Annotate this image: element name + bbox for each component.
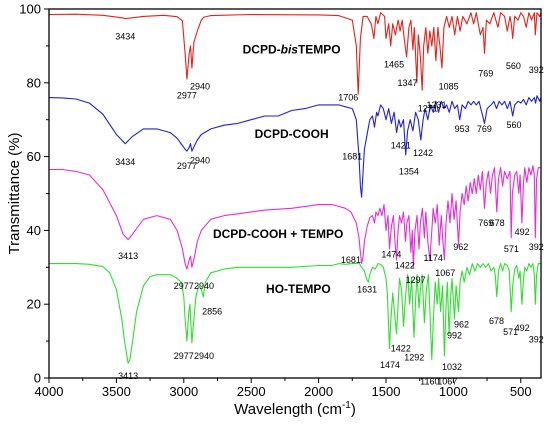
x-tick-label: 3000 (169, 384, 198, 399)
peak-label: 1292 (404, 353, 424, 363)
x-tick-label: 2000 (304, 384, 333, 399)
peak-label: 2940 (194, 281, 214, 291)
peak-label: 1297 (406, 275, 426, 285)
x-tick-label: 2500 (237, 384, 266, 399)
x-axis-title: Wavelength (cm-1) (234, 400, 356, 418)
peak-label: 2977 (174, 281, 194, 291)
annotation-layer: 3434297729401706146513471271123110857695… (115, 32, 544, 387)
peak-label: 2977 (177, 91, 197, 101)
peak-label: 1347 (398, 78, 418, 88)
x-tick-label: 4000 (35, 384, 64, 399)
peak-label: 1631 (357, 284, 377, 294)
peak-label: 1474 (381, 249, 401, 259)
peak-label: 571 (503, 327, 518, 337)
peak-label: 1474 (380, 360, 400, 370)
x-tick-label: 3500 (102, 384, 131, 399)
peak-label: 3413 (118, 251, 138, 261)
y-axis: 0 20 40 60 80 100 (19, 2, 49, 386)
peak-label: 962 (453, 242, 468, 252)
peak-label: 392 (529, 334, 544, 344)
y-tick-label: 20 (27, 297, 41, 312)
peak-label: 1706 (338, 93, 358, 103)
series-label-part: TEMPO (298, 42, 341, 56)
peak-label: 3434 (115, 32, 135, 42)
y-tick-label: 0 (34, 371, 41, 386)
peak-label: 769 (477, 124, 492, 134)
series-line-0 (48, 12, 542, 95)
peak-label: 678 (489, 316, 504, 326)
peak-label: 2940 (190, 81, 210, 91)
peak-label: 1681 (342, 152, 362, 162)
peak-label: 953 (455, 124, 470, 134)
peak-label: 560 (507, 120, 522, 130)
series-label-layer: DCPD-bisTEMPO DCPD-COOH DCPD-COOH + TEMPO H… (213, 42, 343, 296)
plot-area: 3434297729401706146513471271123110857695… (48, 8, 544, 387)
peak-label: 1085 (439, 81, 459, 91)
series-layer (48, 12, 542, 364)
y-tick-label: 40 (27, 223, 41, 238)
peak-label: 992 (447, 331, 462, 341)
peak-label: 392 (529, 242, 544, 252)
y-tick-label: 80 (27, 75, 41, 90)
y-tick-label: 60 (27, 149, 41, 164)
peak-label: 1067 (435, 268, 455, 278)
peak-label: 2856 (202, 307, 222, 317)
series-line-2 (49, 165, 541, 270)
series-label-part: DCPD- (243, 42, 281, 56)
peak-label: 1242 (413, 148, 433, 158)
peak-label: 2940 (194, 351, 214, 361)
series-line-3 (49, 262, 541, 364)
peak-label: 571 (504, 244, 519, 254)
peak-label: 492 (515, 227, 530, 237)
peak-label: 678 (490, 218, 505, 228)
peak-label: 492 (515, 323, 530, 333)
series-label-part: bis (281, 42, 299, 56)
peak-label: 1032 (442, 362, 462, 372)
peak-label: 1422 (395, 260, 415, 270)
peak-label: 3413 (118, 371, 138, 381)
peak-label: 1421 (391, 141, 411, 151)
peak-label: 2977 (177, 161, 197, 171)
peak-label: 2977 (174, 351, 194, 361)
peak-label: 769 (478, 218, 493, 228)
x-axis: 4000 3500 3000 2500 2000 1500 1000 500 (35, 378, 532, 399)
x-tick-label: 1000 (439, 384, 468, 399)
series-label: DCPD-COOH (255, 127, 329, 141)
peak-label: 1160 (420, 377, 439, 387)
series-line-1 (48, 95, 542, 198)
series-label: HO-TEMPO (266, 282, 331, 296)
peak-label: 3434 (115, 157, 135, 167)
peak-label: 769 (478, 69, 493, 79)
x-tick-label: 1500 (372, 384, 401, 399)
peak-label: 392 (529, 65, 544, 75)
peak-label: 1271 (418, 104, 438, 114)
series-label: DCPD-COOH + TEMPO (213, 227, 343, 241)
peak-label: 1174 (423, 253, 442, 263)
peak-label: 1067 (437, 377, 457, 387)
peak-label: 1465 (384, 59, 404, 69)
peak-label: 1231 (427, 100, 447, 110)
peak-label: 1354 (399, 166, 419, 176)
series-label: DCPD-bisTEMPO (243, 42, 341, 56)
y-tick-label: 100 (19, 2, 41, 17)
y-axis-title: Transmittance (%) (6, 133, 23, 255)
peak-label: 2940 (190, 155, 210, 165)
x-tick-label: 500 (510, 384, 532, 399)
peak-label: 560 (506, 61, 521, 71)
peak-label: 1422 (391, 343, 411, 353)
peak-label: 962 (454, 319, 469, 329)
peak-label: 1681 (341, 255, 361, 265)
